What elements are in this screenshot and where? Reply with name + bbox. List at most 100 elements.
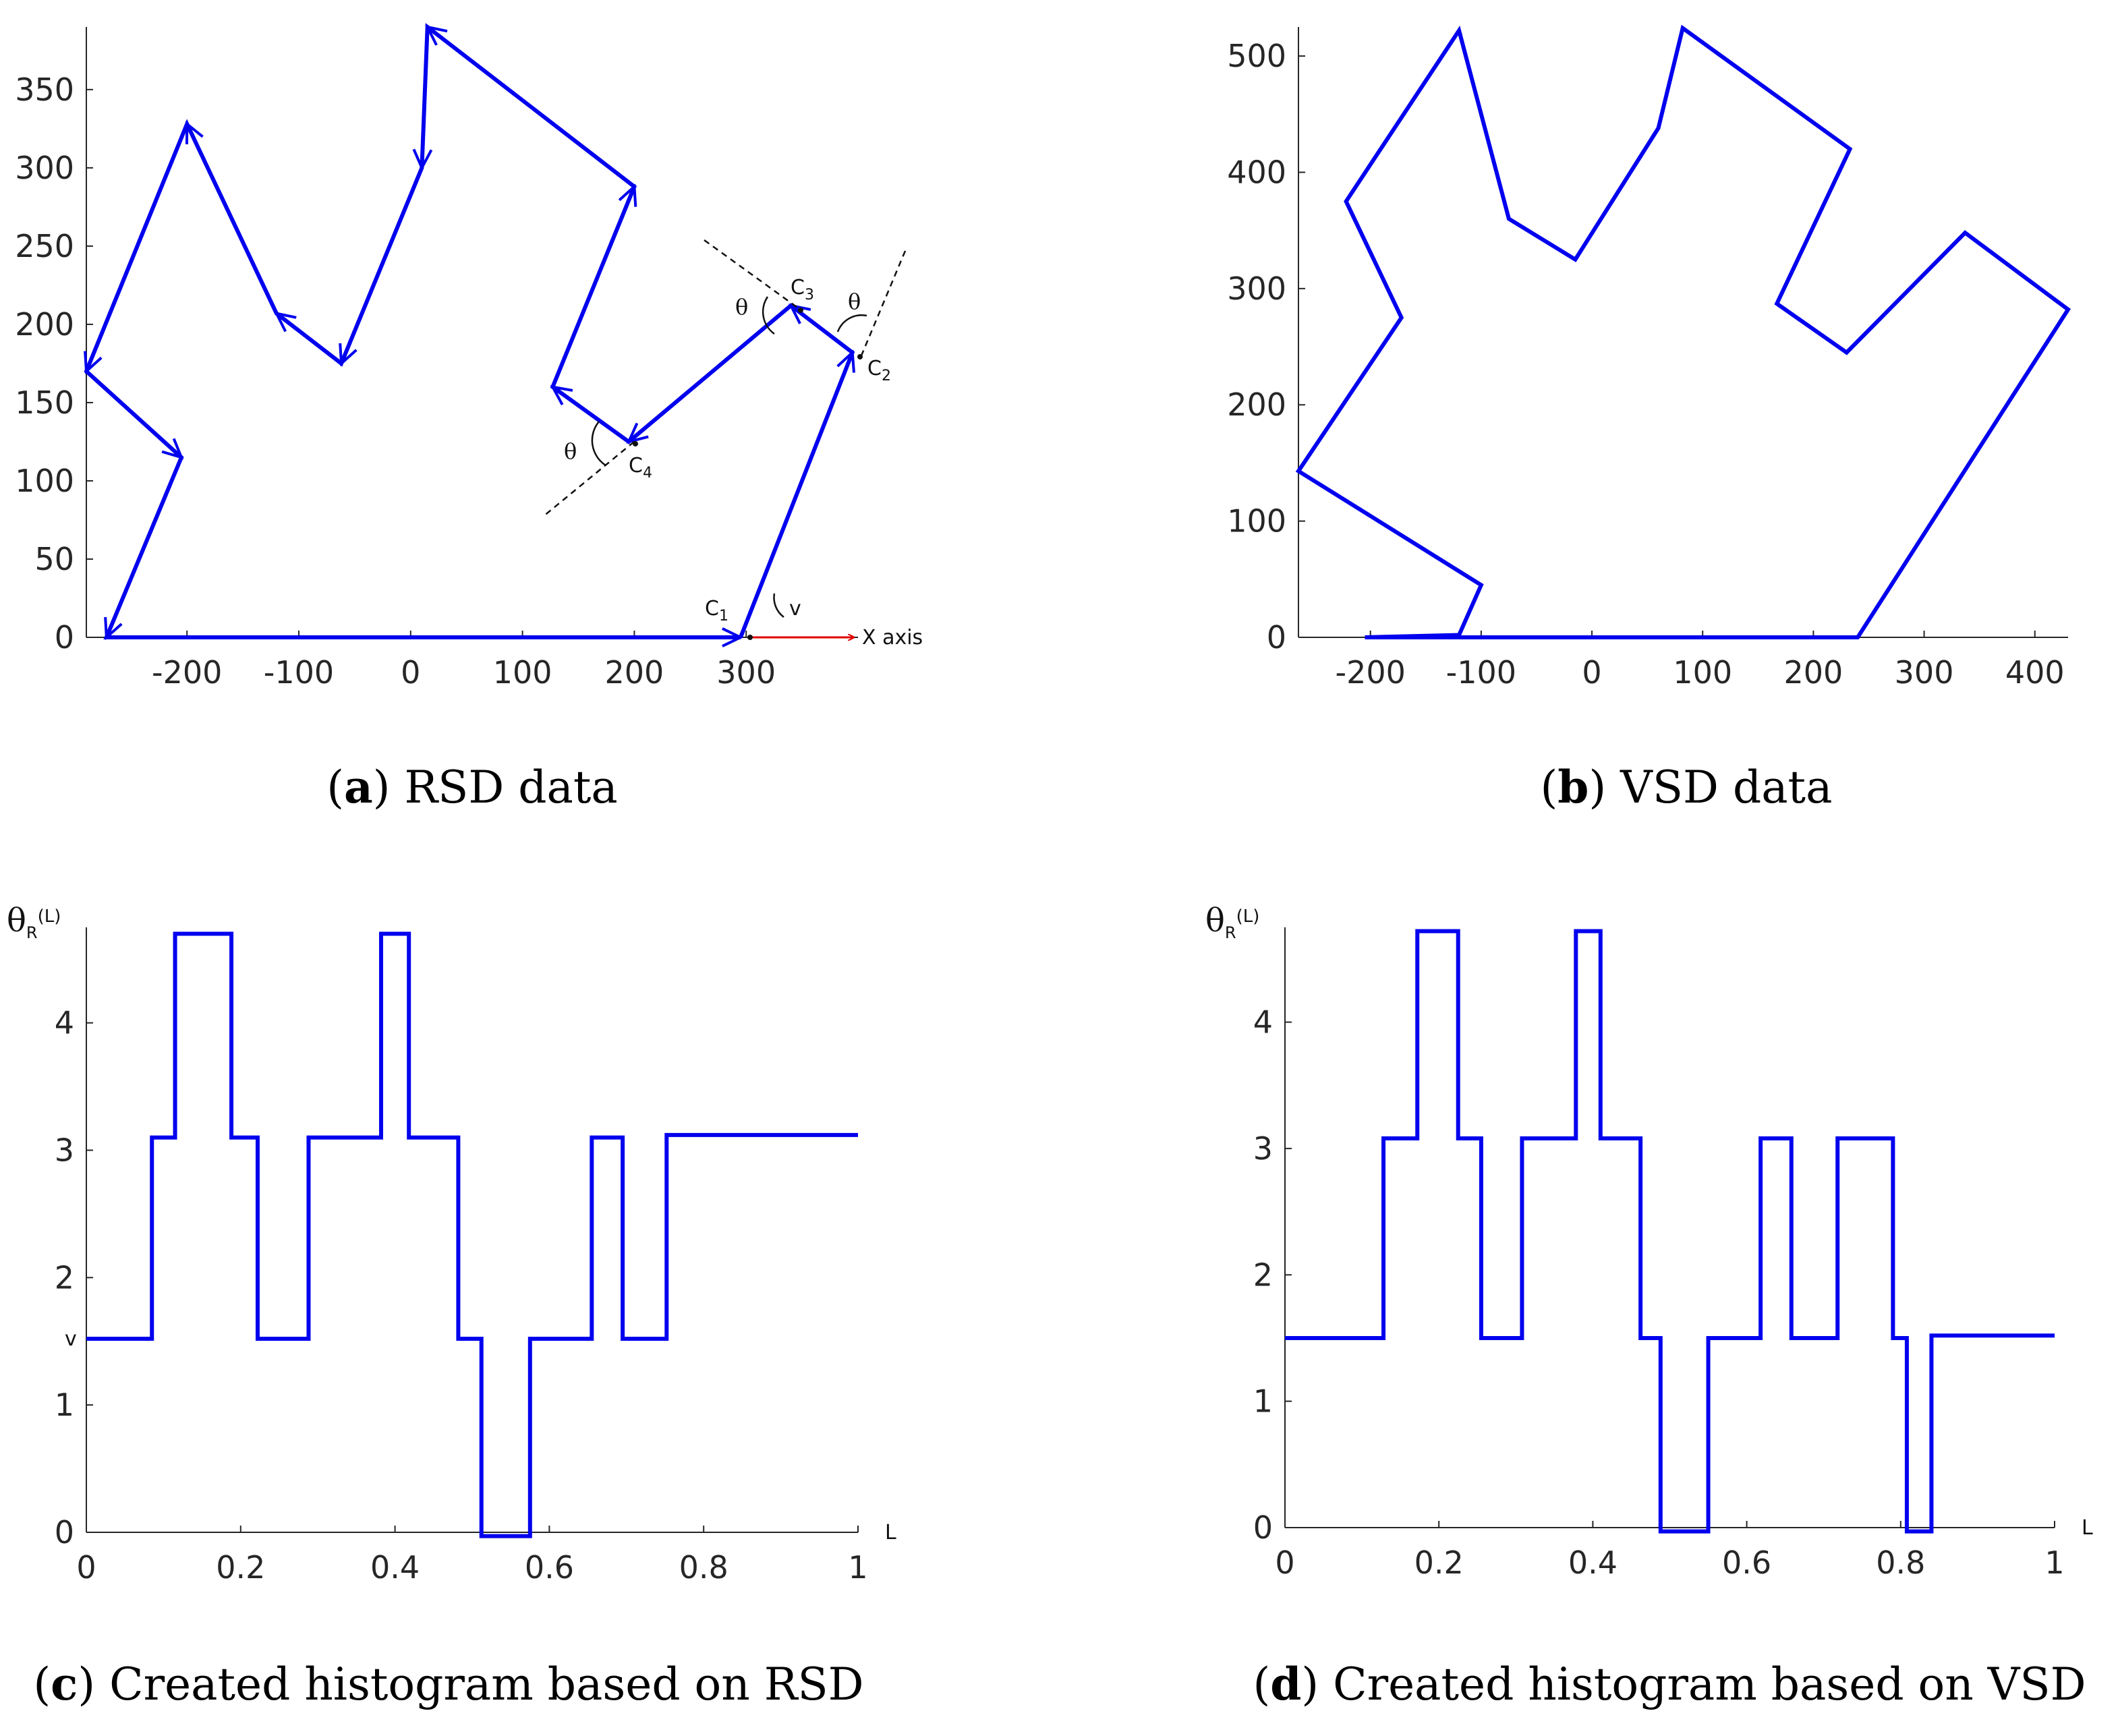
series-line (86, 931, 858, 1538)
series-line (1285, 929, 2055, 1534)
dashed-guide-c2 (859, 250, 907, 359)
panel-a-annotations: C1 C2 C3 C4 θ θ θ v X axis (542, 239, 923, 649)
y-tick-label: 0 (55, 619, 74, 656)
x-tick-label: -100 (1446, 654, 1516, 691)
x-tick-label: 200 (604, 654, 664, 691)
direction-arrowhead (412, 148, 433, 171)
panel-caption: (d) Created histogram based on VSD (1253, 1658, 2086, 1710)
y-tick-label: 150 (15, 384, 74, 421)
direction-arrowhead (425, 25, 448, 46)
y-tick-label: 0 (55, 1514, 74, 1551)
y-tick-label: 100 (1227, 503, 1286, 540)
y-tick-label: 4 (1253, 1004, 1273, 1041)
point-c4 (633, 441, 638, 446)
label-x-axis: X axis (862, 626, 923, 649)
direction-arrowhead (618, 183, 637, 207)
y-tick-label: 300 (15, 150, 74, 186)
y-tick-label: 400 (1227, 154, 1286, 190)
y-tick-label: 200 (15, 306, 74, 343)
point-c3 (798, 308, 803, 313)
series-line (84, 23, 855, 639)
theta-label-c2: θ (848, 289, 861, 314)
y-marker-label: v (65, 1327, 77, 1351)
angle-arc-c2 (836, 314, 867, 332)
x-tick-label: 0.8 (1876, 1544, 1925, 1581)
x-tick-label: 0.4 (1568, 1544, 1618, 1581)
y-tick-label: 100 (15, 463, 74, 499)
x-tick-label: 0.6 (1722, 1544, 1771, 1581)
theta-label-c4: θ (564, 438, 577, 464)
x-tick-label: 100 (493, 654, 552, 691)
x-tick-label: 0 (401, 654, 420, 691)
direction-arrowhead (722, 627, 744, 647)
panel-a-rsd-data: -200 -100 0 100 200 300 0 50 100 150 200 250 300 350 (… (15, 23, 858, 813)
direction-arrowhead (84, 351, 103, 374)
label-c1: C1 (705, 597, 728, 625)
series-line (1295, 24, 2071, 639)
label-c4: C4 (629, 454, 652, 482)
direction-arrowhead (104, 616, 123, 641)
x-tick-label: 0 (1275, 1544, 1294, 1581)
y-tick-label: 250 (15, 228, 74, 264)
y-axis-label: θR(L) (7, 902, 61, 942)
x-tick-label: 0.2 (216, 1549, 265, 1586)
y-tick-label: 4 (55, 1005, 74, 1041)
panel-c-histogram-rsd: 0 0.2 0.4 0.6 0.8 1 0 1 2 3 4 θR(L) Lv (c) Created hi… (7, 902, 896, 1710)
x-tick-label: 200 (1783, 654, 1843, 691)
y-tick-label: 3 (1253, 1130, 1273, 1167)
direction-arrowhead (185, 121, 204, 144)
angle-arc-v (773, 593, 784, 618)
x-tick-label: 0 (76, 1549, 96, 1586)
x-tick-label: 0.8 (679, 1549, 728, 1586)
y-tick-label: 2 (55, 1259, 74, 1296)
direction-arrowhead (339, 343, 357, 367)
panel-b-vsd-data: -200 -100 0 100 200 300 400 0 100 200 300 400 500 (b)… (1227, 24, 2071, 813)
x-tick-label: -200 (1336, 654, 1406, 691)
x-tick-label: 400 (2005, 654, 2065, 691)
dashed-guide-c3 (704, 239, 800, 310)
y-tick-label: 0 (1253, 1509, 1273, 1546)
x-axis-label: L (2082, 1516, 2093, 1540)
direction-arrowhead (550, 385, 573, 406)
y-tick-label: 350 (15, 71, 74, 108)
y-tick-label: 1 (55, 1387, 74, 1423)
direction-arrowhead (274, 311, 297, 332)
panel-d-histogram-vsd: 0 0.2 0.4 0.6 0.8 1 0 1 2 3 4 θR(L) L (d) Created his… (1205, 902, 2093, 1710)
panel-caption: (c) Created histogram based on RSD (33, 1658, 863, 1710)
y-tick-label: 3 (55, 1132, 74, 1168)
x-tick-label: 1 (848, 1549, 867, 1586)
x-tick-label: 0.2 (1414, 1544, 1464, 1581)
x-tick-label: -200 (152, 654, 222, 691)
y-tick-label: 0 (1267, 619, 1286, 656)
x-tick-label: 0 (1582, 654, 1601, 691)
y-tick-label: 500 (1227, 38, 1286, 74)
y-tick-label: 2 (1253, 1256, 1273, 1293)
point-c1 (747, 635, 753, 640)
panel-caption: (b) VSD data (1541, 761, 1833, 813)
angle-arc-c4 (591, 421, 606, 467)
angle-arc-c3 (762, 296, 775, 335)
direction-arrowhead (836, 349, 855, 373)
y-tick-label: 50 (34, 541, 74, 577)
y-tick-label: 300 (1227, 270, 1286, 307)
theta-label-c3: θ (735, 294, 748, 320)
direction-arrowhead (161, 438, 184, 460)
panel-caption: (a) RSD data (326, 761, 618, 813)
x-tick-label: 0.4 (370, 1549, 420, 1586)
point-c2 (857, 354, 863, 359)
label-c2: C2 (867, 357, 891, 384)
y-tick-label: 1 (1253, 1383, 1273, 1420)
label-v: v (789, 597, 801, 620)
direction-arrowhead (626, 422, 649, 444)
x-tick-label: -100 (264, 654, 334, 691)
label-c3: C3 (791, 276, 814, 303)
x-axis-label: L (885, 1521, 896, 1544)
x-tick-label: 1 (2044, 1544, 2064, 1581)
x-tick-label: 300 (716, 654, 776, 691)
y-tick-label: 200 (1227, 386, 1286, 423)
x-tick-label: 100 (1673, 654, 1732, 691)
x-tick-label: 0.6 (525, 1549, 574, 1586)
x-tick-label: 300 (1895, 654, 1954, 691)
y-axis-label: θR(L) (1205, 902, 1259, 942)
